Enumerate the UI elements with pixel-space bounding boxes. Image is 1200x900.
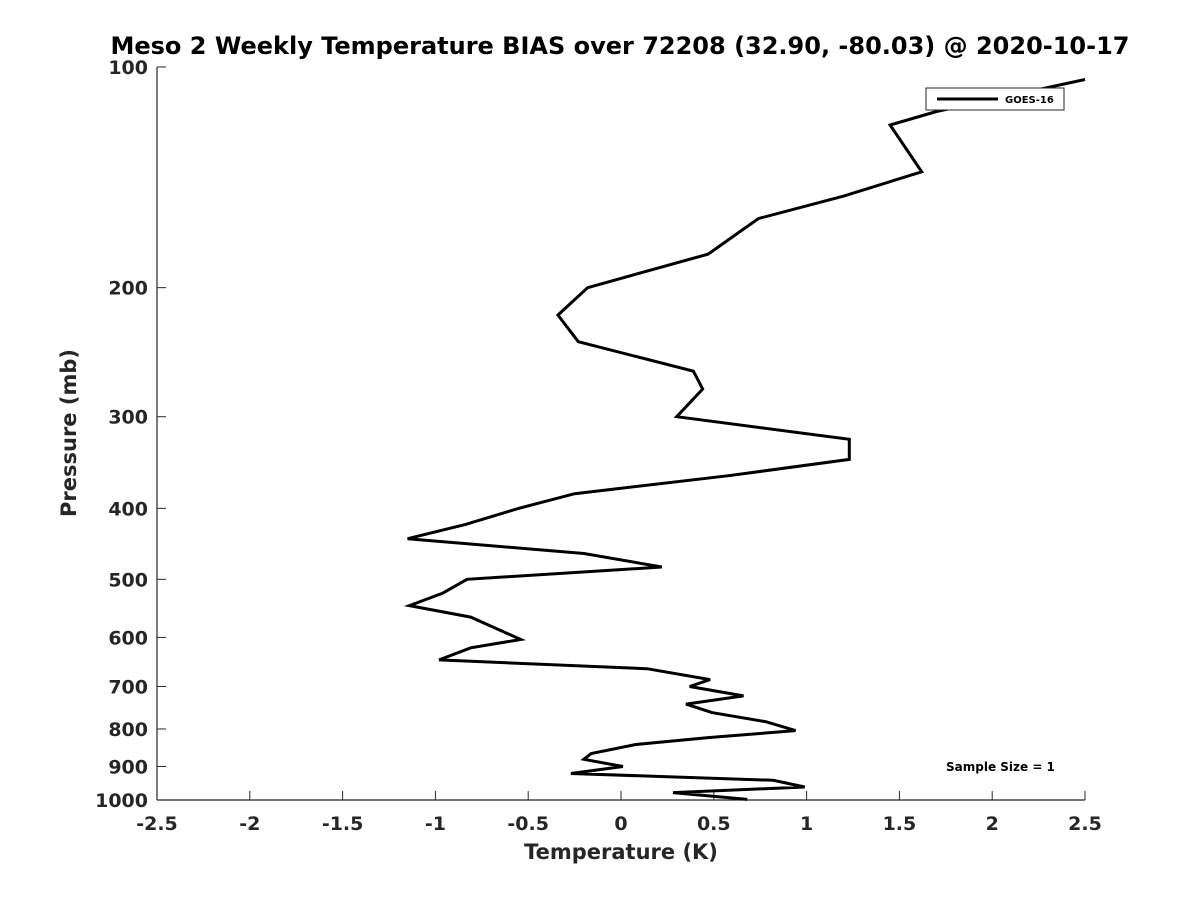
y-tick-label: 200 [108,278,148,300]
y-tick-label: 900 [108,756,148,778]
x-tick-label: -1 [425,813,446,835]
chart-title: Meso 2 Weekly Temperature BIAS over 7220… [110,32,1129,60]
legend: GOES-16 [925,87,1065,111]
sample-size-annotation: Sample Size = 1 [946,760,1055,774]
x-axis-label: Temperature (K) [524,840,718,864]
x-tick-label: -1.5 [322,813,364,835]
y-tick-label: 1000 [95,790,148,812]
x-tick-label: 1 [800,813,813,835]
x-tick-label: 1.5 [883,813,917,835]
y-axis-label: Pressure (mb) [57,349,81,517]
y-tick-label: 500 [108,569,148,591]
x-tick-label: -2 [239,813,260,835]
y-tick-label: 100 [108,57,148,79]
y-tick-label: 300 [108,407,148,429]
x-tick-label: 2 [986,813,999,835]
y-ticks: 100 200 300 400 500 600 700 800 900 1000 [95,57,166,812]
y-tick-label: 700 [108,676,148,698]
y-tick-label: 400 [108,498,148,520]
x-tick-label: -0.5 [507,813,549,835]
legend-label-goes-16: GOES-16 [1005,95,1054,106]
y-tick-label: 600 [108,627,148,649]
y-tick-label: 800 [108,719,148,741]
x-tick-label: 2.5 [1068,813,1102,835]
plot-area [156,67,1085,801]
series-line-goes-16 [403,78,1086,801]
x-tick-label: 0.5 [697,813,731,835]
x-tick-label: 0 [614,813,627,835]
x-tick-label: -2.5 [136,813,178,835]
series-layer [403,78,1086,801]
x-ticks: -2.5 -2 -1.5 -1 -0.5 0 0.5 1 1.5 2 2.5 [136,791,1102,835]
